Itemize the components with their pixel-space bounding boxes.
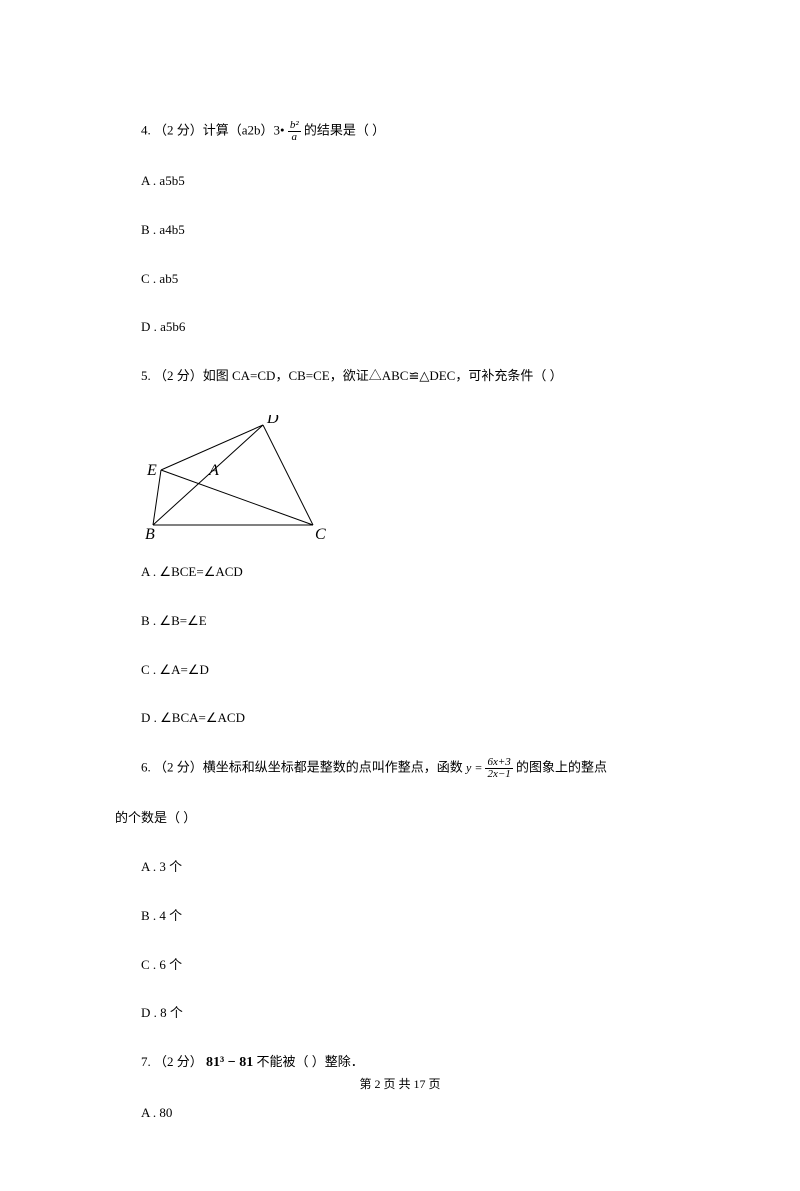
q6-fraction: 6x+3 2x−1: [485, 757, 512, 780]
svg-text:C: C: [315, 526, 326, 540]
q5-option-d: D . ∠BCA=∠ACD: [115, 708, 685, 729]
q7-expr: 81³ − 81: [206, 1055, 253, 1070]
q7-prefix: 7. （2 分）: [141, 1054, 203, 1069]
triangle-diagram-svg: B C D E A: [143, 415, 333, 540]
q7-suffix: 不能被（ ）整除．: [256, 1054, 363, 1069]
q6-eq-lhs: y =: [466, 761, 485, 775]
q6-suffix: 的图象上的整点: [516, 760, 607, 775]
q5-diagram: B C D E A: [143, 415, 685, 544]
q5-option-b: B . ∠B=∠E: [115, 611, 685, 632]
q4-option-a: A . a5b5: [115, 171, 685, 192]
q5-option-a: A . ∠BCE=∠ACD: [115, 562, 685, 583]
svg-text:D: D: [266, 415, 279, 427]
q6-option-d: D . 8 个: [115, 1003, 685, 1024]
q4-option-d: D . a5b6: [115, 317, 685, 338]
q4-suffix: 的结果是（ ）: [304, 122, 385, 137]
svg-text:B: B: [145, 526, 155, 540]
q4-fraction: b² a: [288, 120, 301, 143]
question-7: 7. （2 分） 81³ − 81 不能被（ ）整除．: [115, 1052, 685, 1074]
q7-option-a: A . 80: [115, 1103, 685, 1124]
page-footer: 第 2 页 共 17 页: [0, 1075, 800, 1092]
question-6: 6. （2 分）横坐标和纵坐标都是整数的点叫作整点，函数 y = 6x+3 2x…: [115, 757, 685, 780]
q4-prefix: 4. （2 分）计算（a2b）3•: [141, 122, 285, 137]
svg-text:E: E: [146, 462, 157, 479]
q6-cont: 的个数是（ ）: [115, 808, 685, 829]
q5-option-c: C . ∠A=∠D: [115, 660, 685, 681]
question-4: 4. （2 分）计算（a2b）3• b² a 的结果是（ ）: [115, 120, 685, 143]
question-5: 5. （2 分）如图 CA=CD，CB=CE，欲证△ABC≌△DEC，可补充条件…: [115, 366, 685, 387]
q4-frac-den: a: [288, 132, 301, 143]
q4-option-c: C . ab5: [115, 269, 685, 290]
page-content: 4. （2 分）计算（a2b）3• b² a 的结果是（ ） A . a5b5 …: [0, 0, 800, 1191]
q6-option-c: C . 6 个: [115, 955, 685, 976]
q6-frac-den: 2x−1: [485, 769, 512, 780]
q4-option-b: B . a4b5: [115, 220, 685, 241]
q6-option-b: B . 4 个: [115, 906, 685, 927]
q6-prefix: 6. （2 分）横坐标和纵坐标都是整数的点叫作整点，函数: [141, 760, 466, 775]
q6-option-a: A . 3 个: [115, 857, 685, 878]
svg-text:A: A: [208, 462, 219, 479]
